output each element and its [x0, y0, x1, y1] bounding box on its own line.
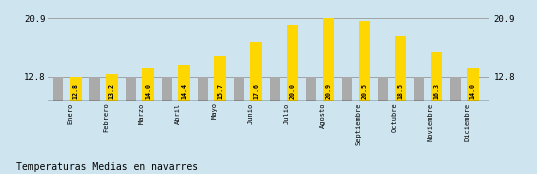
- Text: 15.7: 15.7: [217, 84, 223, 100]
- Bar: [234, 77, 244, 101]
- Bar: [162, 77, 172, 101]
- Bar: [451, 77, 461, 101]
- Text: 14.4: 14.4: [181, 84, 187, 100]
- Bar: [415, 77, 424, 101]
- Text: 18.5: 18.5: [397, 84, 404, 100]
- Bar: [142, 68, 154, 101]
- Bar: [431, 52, 442, 101]
- Text: 14.0: 14.0: [145, 84, 151, 100]
- Bar: [126, 77, 136, 101]
- Bar: [378, 77, 388, 101]
- Bar: [359, 21, 371, 101]
- Bar: [342, 77, 352, 101]
- Text: 17.6: 17.6: [253, 84, 259, 100]
- Bar: [90, 77, 99, 101]
- Bar: [467, 68, 478, 101]
- Text: 20.0: 20.0: [289, 84, 295, 100]
- Bar: [53, 77, 63, 101]
- Bar: [323, 18, 334, 101]
- Bar: [70, 77, 82, 101]
- Text: 14.0: 14.0: [470, 84, 476, 100]
- Bar: [214, 56, 226, 101]
- Text: 20.5: 20.5: [361, 84, 367, 100]
- Text: 12.8: 12.8: [72, 84, 79, 100]
- Bar: [106, 74, 118, 101]
- Text: 20.9: 20.9: [325, 84, 331, 100]
- Bar: [287, 25, 298, 101]
- Bar: [270, 77, 280, 101]
- Bar: [250, 42, 262, 101]
- Text: Temperaturas Medias en navarres: Temperaturas Medias en navarres: [16, 162, 198, 172]
- Bar: [198, 77, 208, 101]
- Text: 16.3: 16.3: [434, 84, 440, 100]
- Bar: [178, 65, 190, 101]
- Bar: [395, 35, 407, 101]
- Bar: [306, 77, 316, 101]
- Text: 13.2: 13.2: [109, 84, 115, 100]
